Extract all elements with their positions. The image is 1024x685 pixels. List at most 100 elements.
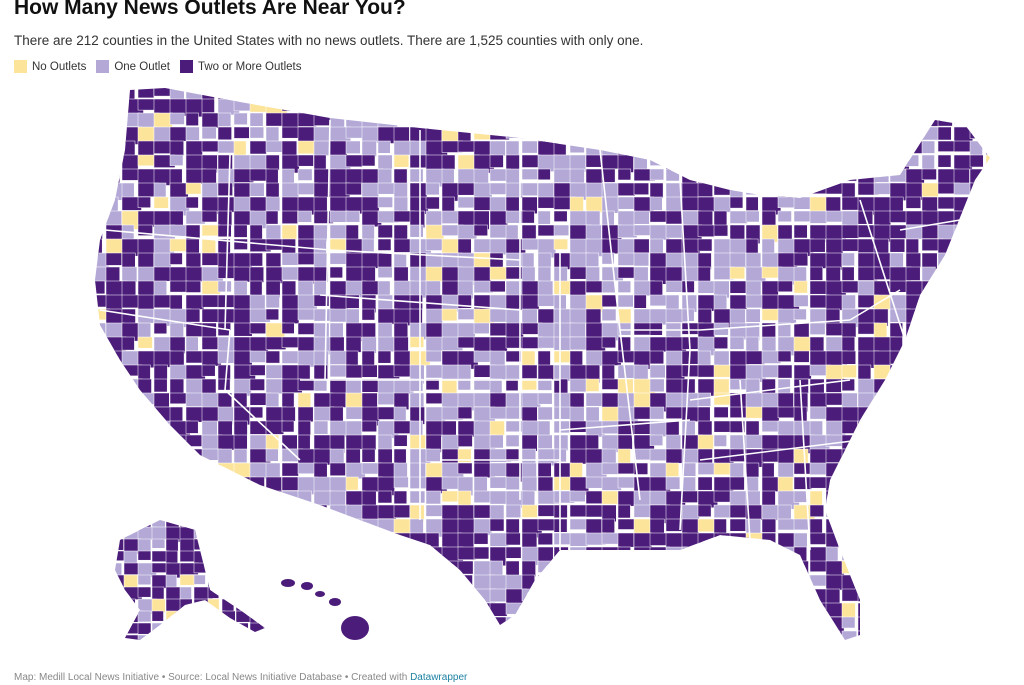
county[interactable] <box>105 168 121 186</box>
county[interactable] <box>681 560 696 574</box>
county[interactable] <box>889 490 906 505</box>
county[interactable] <box>105 588 125 607</box>
county[interactable] <box>457 462 473 475</box>
county[interactable] <box>809 85 824 100</box>
county[interactable] <box>185 434 203 447</box>
county[interactable] <box>201 546 216 559</box>
county[interactable] <box>121 266 138 283</box>
county[interactable] <box>697 98 718 115</box>
county[interactable] <box>857 490 875 504</box>
county[interactable] <box>793 98 809 111</box>
county[interactable] <box>105 196 119 214</box>
county[interactable] <box>777 210 792 223</box>
county[interactable] <box>601 616 617 633</box>
county[interactable] <box>681 602 698 618</box>
county[interactable] <box>553 238 568 250</box>
county[interactable] <box>633 602 652 623</box>
county[interactable] <box>207 574 225 589</box>
county[interactable] <box>969 476 986 490</box>
county[interactable] <box>633 238 650 254</box>
county[interactable] <box>777 140 791 154</box>
county[interactable] <box>857 140 875 160</box>
county[interactable] <box>729 98 744 113</box>
county[interactable] <box>201 238 216 255</box>
county[interactable] <box>361 490 377 506</box>
county[interactable] <box>905 392 922 409</box>
county[interactable] <box>569 420 587 433</box>
county[interactable] <box>193 538 209 551</box>
county[interactable] <box>345 546 363 564</box>
county[interactable] <box>185 490 206 511</box>
county[interactable] <box>329 308 348 323</box>
county[interactable] <box>329 518 345 536</box>
county[interactable] <box>281 630 299 649</box>
county[interactable] <box>729 252 746 269</box>
county[interactable] <box>697 560 717 577</box>
county[interactable] <box>921 322 937 340</box>
county[interactable] <box>217 85 232 100</box>
county[interactable] <box>729 280 747 294</box>
county[interactable] <box>649 588 664 605</box>
county[interactable] <box>953 490 973 508</box>
county[interactable] <box>221 538 236 553</box>
county[interactable] <box>937 406 951 424</box>
county[interactable] <box>649 630 672 645</box>
county[interactable] <box>169 294 183 312</box>
county[interactable] <box>873 210 892 227</box>
county[interactable] <box>985 392 1000 405</box>
county[interactable] <box>313 378 328 392</box>
county[interactable] <box>905 546 921 559</box>
county[interactable] <box>809 238 826 253</box>
county[interactable] <box>105 85 121 100</box>
county[interactable] <box>841 336 856 354</box>
county[interactable] <box>553 574 570 590</box>
county[interactable] <box>537 85 553 100</box>
county[interactable] <box>841 588 861 602</box>
county[interactable] <box>90 280 106 295</box>
county[interactable] <box>265 476 282 497</box>
county[interactable] <box>249 182 265 197</box>
county[interactable] <box>809 98 826 118</box>
county[interactable] <box>953 350 967 364</box>
county[interactable] <box>137 336 153 349</box>
county[interactable] <box>185 266 203 282</box>
county[interactable] <box>473 448 491 465</box>
county[interactable] <box>617 280 631 293</box>
county[interactable] <box>409 476 428 489</box>
county[interactable] <box>137 406 156 420</box>
county[interactable] <box>121 448 142 467</box>
county[interactable] <box>745 588 768 604</box>
county[interactable] <box>937 140 956 152</box>
county[interactable] <box>665 616 683 635</box>
county[interactable] <box>761 462 775 480</box>
county[interactable] <box>921 504 935 517</box>
county[interactable] <box>985 406 998 424</box>
county[interactable] <box>905 532 921 547</box>
county[interactable] <box>393 154 410 168</box>
county[interactable] <box>441 154 456 170</box>
county[interactable] <box>841 252 855 267</box>
county[interactable] <box>90 210 103 224</box>
county[interactable] <box>969 406 986 425</box>
county[interactable] <box>953 378 970 393</box>
county[interactable] <box>297 462 317 474</box>
county[interactable] <box>169 85 185 102</box>
county[interactable] <box>105 140 122 158</box>
county[interactable] <box>953 448 971 466</box>
county[interactable] <box>297 602 315 621</box>
county[interactable] <box>969 85 988 104</box>
county[interactable] <box>841 182 856 200</box>
county[interactable] <box>617 546 631 561</box>
county[interactable] <box>873 434 890 449</box>
county[interactable] <box>361 574 376 588</box>
county[interactable] <box>265 98 288 115</box>
county[interactable] <box>153 182 167 198</box>
county[interactable] <box>329 392 346 408</box>
county[interactable] <box>105 252 122 266</box>
county[interactable] <box>553 126 571 143</box>
county[interactable] <box>265 126 280 143</box>
county[interactable] <box>90 476 103 496</box>
county[interactable] <box>617 602 640 621</box>
county[interactable] <box>153 252 172 269</box>
county[interactable] <box>697 406 711 424</box>
